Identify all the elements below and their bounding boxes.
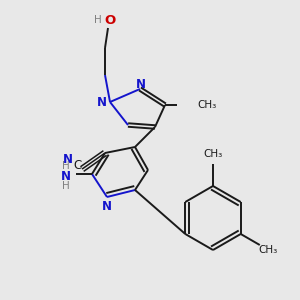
Text: CH₃: CH₃	[197, 100, 216, 110]
Text: CH₃: CH₃	[203, 149, 223, 159]
Text: O: O	[104, 14, 116, 26]
Text: C: C	[73, 159, 81, 172]
Text: N: N	[97, 95, 107, 109]
Text: N: N	[63, 153, 73, 166]
Text: H: H	[94, 15, 102, 25]
Text: N: N	[102, 200, 112, 214]
Text: CH₃: CH₃	[259, 245, 278, 255]
Text: N: N	[136, 77, 146, 91]
Text: N: N	[61, 169, 71, 182]
Text: H: H	[62, 161, 70, 171]
Text: H: H	[62, 181, 70, 191]
